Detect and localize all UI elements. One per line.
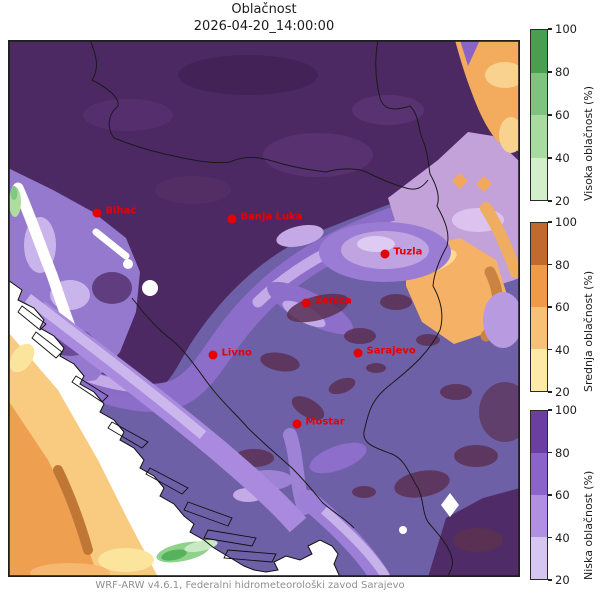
colorbar-segment [531, 223, 547, 265]
cloud-cover-map: Bihać Banja Luka Tuzla Zenica Livno Sarajevo M… [8, 40, 520, 577]
city-dot [208, 350, 218, 360]
city-marker-banja-luka: Banja Luka [227, 212, 303, 224]
sea-cloud-bands [298, 490, 390, 577]
city-marker-sarajevo: Sarajevo [353, 346, 416, 358]
colorbar-segment [531, 72, 547, 115]
city-dot [292, 419, 302, 429]
attribution-text: WRF-ARW v4.6.1, Federalni hidrometeorolo… [95, 580, 405, 591]
colorbar-bar [530, 410, 548, 580]
colorbar-tick: 80 [548, 446, 570, 460]
colorbar-tick: 80 [548, 258, 570, 272]
city-marker-bihać: Bihać [92, 206, 136, 218]
colorbar-segment [531, 537, 547, 579]
colorbar-axis-label: Srednja oblačnost (%) [582, 270, 595, 392]
country-borders [89, 40, 453, 577]
city-dot [380, 249, 390, 259]
colorbar-segment [531, 157, 547, 200]
colorbar-segment [531, 495, 547, 537]
colorbar-ticks: 100 80 60 40 20 [548, 215, 578, 399]
city-dot [92, 208, 102, 218]
colorbar-tick: 40 [548, 343, 570, 357]
colorbar-tick: 40 [548, 531, 570, 545]
city-marker-tuzla: Tuzla [380, 247, 422, 259]
tuzla-light-pocket [267, 222, 451, 335]
colorbar-segment [531, 349, 547, 391]
colorbar-tick: 100 [548, 215, 577, 229]
map-frame [8, 40, 520, 577]
city-marker-livno: Livno [208, 348, 252, 360]
colorbar-tick: 100 [548, 403, 577, 417]
colorbar-segment [531, 265, 547, 307]
medium-cloud-sw-corner [8, 332, 158, 577]
city-label: Banja Luka [240, 211, 303, 223]
colorbar-ticks: 100 80 60 40 20 [548, 403, 578, 587]
colorbar-bar [530, 222, 548, 392]
colorbar-tick: 60 [548, 488, 570, 502]
city-dot [353, 348, 363, 358]
figure-title: Oblačnost 2026-04-20_14:00:00 [194, 2, 334, 36]
colorbar-axis-label: Niska oblačnost (%) [582, 470, 595, 580]
colorbar-tick: 40 [548, 151, 570, 165]
map-canvas [8, 40, 520, 577]
colorbar-bar [530, 29, 548, 201]
city-marker-zenica: Zenica [301, 296, 352, 308]
city-label: Livno [221, 347, 252, 359]
colorbar-srednja-oblacnost: 100 80 60 40 20 Srednja oblačnost (%) [530, 215, 600, 399]
colorbar-tick: 100 [548, 22, 577, 36]
city-label: Bihać [105, 205, 137, 217]
medium-cloud-ne-corner [455, 40, 520, 153]
title-line1: Oblačnost [231, 2, 297, 17]
city-label: Zenica [314, 295, 352, 307]
colorbar-segment [531, 453, 547, 495]
colorbar-niska-oblacnost: 100 80 60 40 20 Niska oblačnost (%) [530, 403, 600, 587]
colorbar-segment [531, 30, 547, 73]
colorbar-tick: 60 [548, 108, 570, 122]
colorbar-segment [531, 411, 547, 453]
city-label: Mostar [305, 416, 345, 428]
colorbar-tick: 80 [548, 65, 570, 79]
coastline [8, 279, 341, 577]
city-marker-mostar: Mostar [292, 417, 345, 429]
city-dot [301, 298, 311, 308]
colorbar-ticks: 100 80 60 40 20 [548, 22, 578, 208]
colorbar-segment [531, 115, 547, 158]
colorbar-tick: 20 [548, 385, 570, 399]
city-label: Sarajevo [366, 345, 416, 357]
colorbar-tick: 20 [548, 194, 570, 208]
coastal-cloud-bands [24, 294, 307, 533]
colorbar-tick: 20 [548, 573, 570, 587]
city-markers-layer: Bihać Banja Luka Tuzla Zenica Livno Sarajevo M… [8, 40, 520, 577]
high-cloud-blob [156, 539, 218, 563]
title-line2: 2026-04-20_14:00:00 [193, 18, 335, 34]
colorbar-segment [531, 307, 547, 349]
city-dot [227, 214, 237, 224]
colorbar-visoka-oblacnost: 100 80 60 40 20 Visoka oblačnost (%) [530, 22, 600, 208]
colorbar-axis-label: Visoka oblačnost (%) [582, 85, 595, 201]
colorbar-tick: 60 [548, 300, 570, 314]
city-label: Tuzla [393, 246, 423, 258]
